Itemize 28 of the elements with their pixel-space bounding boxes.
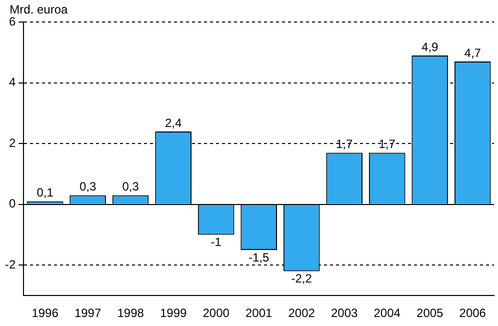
data-label: -1,5 xyxy=(248,250,270,264)
y-tick-label: 0 xyxy=(8,196,16,211)
y-axis-title: Mrd. euroa xyxy=(10,2,68,16)
x-tick-label: 1998 xyxy=(117,306,144,320)
x-tick-label: 1996 xyxy=(32,306,59,320)
y-tick-label: 4 xyxy=(8,75,16,90)
x-tick-label: 2006 xyxy=(459,306,486,320)
x-tick-label: 2001 xyxy=(245,306,273,320)
data-label: 2,4 xyxy=(164,116,182,130)
data-label: -1 xyxy=(210,235,222,250)
x-tick-label: 2003 xyxy=(331,306,358,320)
x-tick-label: 2000 xyxy=(202,306,230,320)
x-tick-label: 1997 xyxy=(74,306,102,320)
data-label: 0,1 xyxy=(36,186,54,200)
x-tick-label: 2004 xyxy=(374,306,401,320)
data-label: 0,3 xyxy=(79,180,96,194)
y-tick-label: 6 xyxy=(8,14,16,28)
data-label: -2,2 xyxy=(291,272,312,286)
x-tick-label: 2002 xyxy=(288,306,316,320)
y-tick-label: 2 xyxy=(8,136,16,150)
x-tick-label: 2005 xyxy=(416,306,444,320)
data-label: 0,3 xyxy=(122,180,140,194)
data-label: 4,9 xyxy=(422,40,439,54)
y-tick-label: -2 xyxy=(5,258,16,272)
data-label: 4,7 xyxy=(464,46,482,60)
data-label: 1,7 xyxy=(336,137,354,152)
x-tick-label: 1999 xyxy=(160,306,187,320)
data-label: 1,7 xyxy=(378,137,396,152)
